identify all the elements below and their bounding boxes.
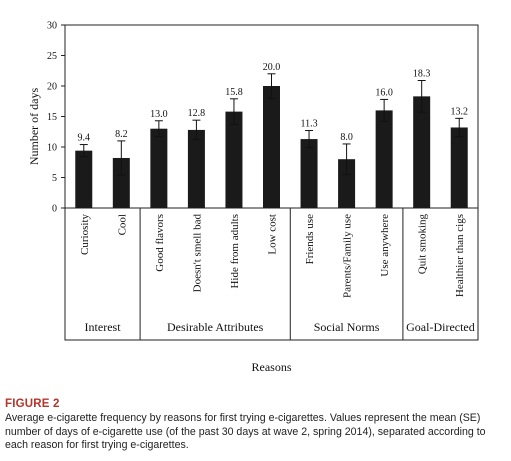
category-label: Use anywhere (379, 214, 391, 277)
y-tick-label: 20 (47, 82, 57, 93)
data-label: 16.0 (375, 87, 393, 98)
bar (187, 129, 205, 208)
bar (338, 159, 356, 208)
bar (413, 96, 431, 208)
data-label: 15.8 (225, 87, 243, 98)
group-label: Social Norms (314, 320, 380, 334)
bar (450, 127, 468, 208)
x-axis-title: Reasons (252, 360, 292, 374)
bar (300, 139, 318, 208)
figure-label: FIGURE 2 (5, 398, 60, 410)
data-label: 8.0 (340, 132, 353, 143)
bar (75, 150, 93, 208)
y-axis-title: Number of days (27, 88, 41, 166)
data-label: 11.3 (300, 119, 317, 130)
data-label: 9.4 (78, 133, 91, 144)
category-label: Parents/Family use (342, 214, 354, 298)
y-tick-label: 10 (47, 143, 57, 154)
category-label: Friends use (304, 214, 316, 265)
y-tick-label: 0 (52, 204, 57, 215)
category-label: Healthier than cigs (454, 214, 466, 297)
group-label: Desirable Attributes (167, 320, 264, 334)
bar (263, 86, 280, 208)
data-label: 20.0 (263, 62, 281, 73)
y-tick-label: 30 (47, 21, 57, 32)
bar (150, 128, 168, 208)
category-label: Doesn't smell bad (191, 214, 203, 293)
data-label: 13.0 (150, 109, 168, 120)
y-tick-label: 5 (52, 173, 57, 184)
group-label: Interest (85, 320, 122, 334)
figure-caption: Average e-cigarette frequency by reasons… (5, 412, 486, 452)
bar (375, 110, 393, 208)
data-label: 18.3 (413, 69, 431, 80)
category-label: Curiosity (79, 214, 91, 255)
plot-frame (64, 24, 479, 341)
category-label: Good flavors (154, 214, 166, 272)
bar (112, 157, 130, 208)
bar-chart: 0 5 10 15 20 25 30 Number of days 9.4 Curiosity 8.… (27, 21, 479, 374)
y-tick-label: 15 (47, 112, 57, 123)
category-label: Hide from adults (229, 214, 241, 289)
y-tick-label: 25 (47, 51, 57, 62)
bar (225, 111, 243, 208)
data-label: 12.8 (188, 108, 206, 119)
chart: 0 5 10 15 20 25 30 Number of days 9.4 Curiosity 8.… (27, 21, 479, 374)
data-label: 8.2 (115, 129, 128, 140)
category-label: Cool (116, 214, 128, 235)
category-label: Quit smoking (417, 214, 429, 275)
group-label: Goal-Directed (406, 320, 475, 334)
data-label: 13.2 (450, 106, 468, 117)
category-label: Low cost (267, 214, 279, 255)
